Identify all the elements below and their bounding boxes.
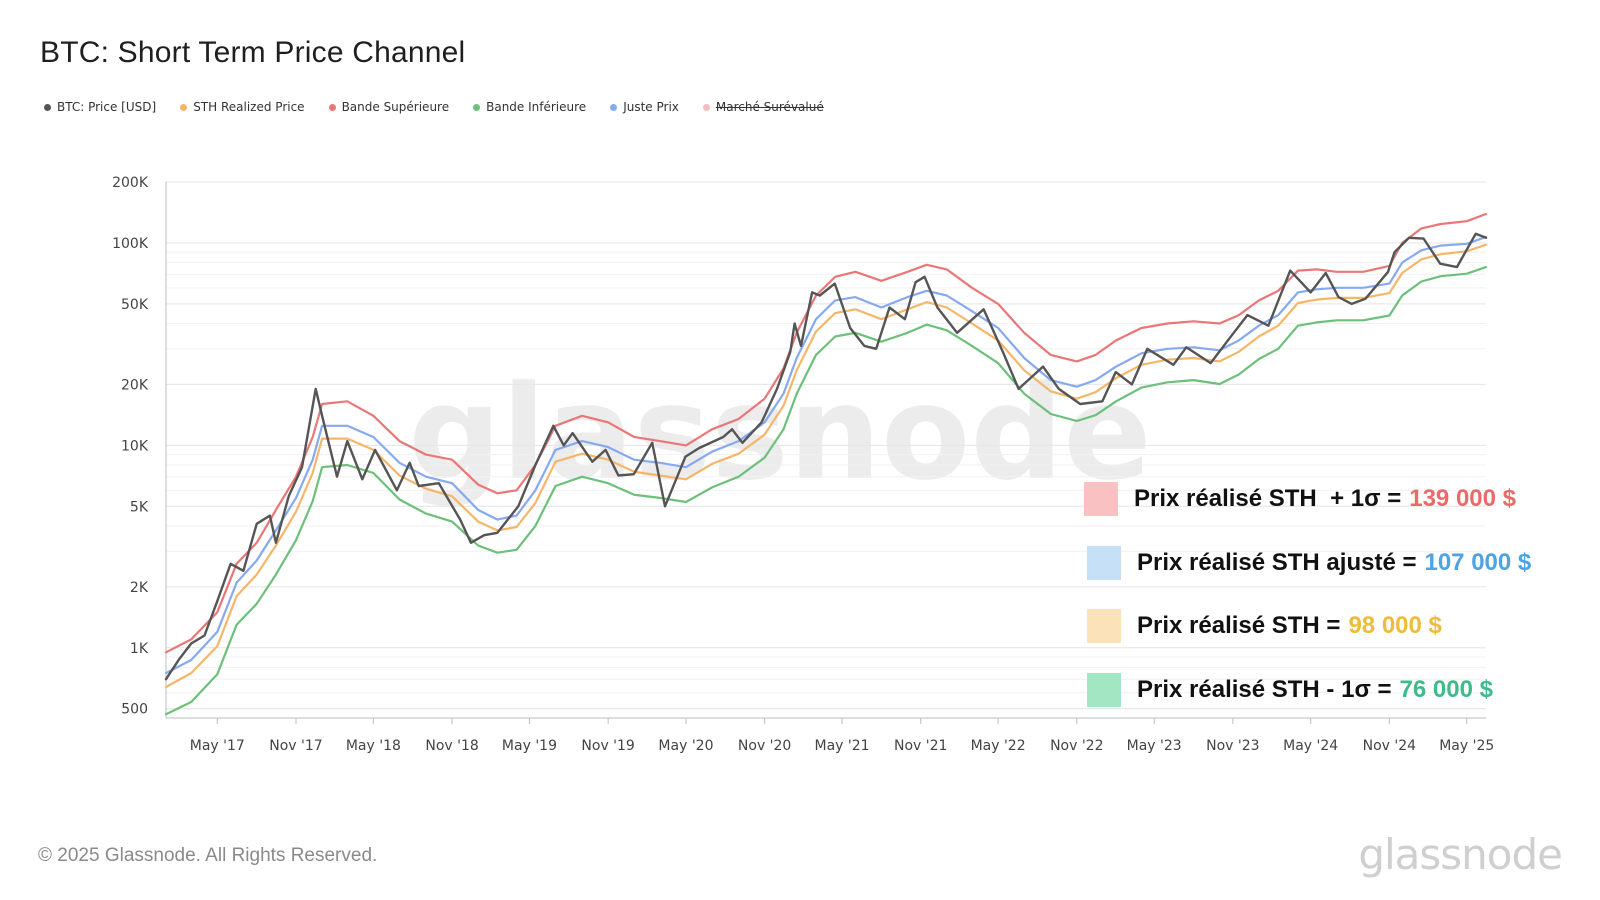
callout-swatch <box>1087 546 1121 580</box>
x-tick-label: Nov '24 <box>1363 738 1417 754</box>
x-tick-label: Nov '18 <box>425 738 478 754</box>
x-tick-label: May '23 <box>1127 738 1182 754</box>
legend-label: Bande Inférieure <box>486 100 587 114</box>
btc-price-line <box>164 232 1488 681</box>
callout-value: 139 000 $ <box>1409 485 1517 512</box>
chart-legend: BTC: Price [USD] STH Realized Price Bande … <box>44 100 824 114</box>
x-tick-label: May '24 <box>1283 738 1338 754</box>
legend-dot-icon <box>328 103 336 111</box>
legend-dot-icon <box>473 103 481 111</box>
x-tick-label: May '22 <box>971 738 1026 754</box>
y-tick-label: 5K <box>130 499 149 515</box>
callout-swatch <box>1087 673 1121 707</box>
legend-item[interactable]: Bande Supérieure <box>328 100 450 114</box>
legend-item[interactable]: STH Realized Price <box>180 100 305 114</box>
y-tick-label: 500 <box>121 702 148 718</box>
fair-price-line <box>164 235 1488 675</box>
chart-axes: 200K 100K 50K 20K 10K 5K 2K 1K 500 May '17 Nov '17… <box>112 175 1494 754</box>
legend-label: Marché Surévalué <box>715 100 824 114</box>
chart-series <box>164 212 1488 716</box>
y-tick-label: 1K <box>130 641 149 657</box>
x-tick-label: May '17 <box>190 738 245 754</box>
callout-value: 98 000 $ <box>1348 612 1442 639</box>
callout-value: 76 000 $ <box>1399 676 1493 703</box>
chart-grid <box>166 181 1486 710</box>
callout-row: Prix réalisé STH ajusté = 107 000 $ <box>1087 546 1531 580</box>
legend-item[interactable]: Marché Surévalué <box>702 100 824 114</box>
y-tick-label: 50K <box>121 297 149 313</box>
x-tick-label: Nov '19 <box>581 738 634 754</box>
upper-band-line <box>164 212 1488 654</box>
callout-label: Prix réalisé STH ajusté = <box>1137 549 1417 576</box>
callout-label: Prix réalisé STH = <box>1137 612 1341 639</box>
y-tick-label: 2K <box>130 580 149 596</box>
lower-band-line <box>164 266 1488 716</box>
legend-dot-icon <box>180 103 188 111</box>
callout-row: Prix réalisé STH = 98 000 $ <box>1087 609 1442 643</box>
x-tick-label: May '18 <box>346 738 401 754</box>
x-tick-label: Nov '23 <box>1206 738 1259 754</box>
x-tick-label: May '25 <box>1439 738 1494 754</box>
legend-item[interactable]: Bande Inférieure <box>473 100 586 114</box>
legend-item[interactable]: Juste Prix <box>610 100 679 114</box>
callout-swatch <box>1084 482 1118 516</box>
copyright-footer: © 2025 Glassnode. All Rights Reserved. <box>38 845 378 866</box>
callout-label: Prix réalisé STH - 1σ = <box>1137 676 1392 703</box>
y-tick-label: 100K <box>112 236 149 252</box>
chart-title: BTC: Short Term Price Channel <box>40 36 466 69</box>
legend-dot-icon <box>702 103 710 111</box>
legend-dot-icon <box>610 103 618 111</box>
y-tick-label: 20K <box>121 377 149 393</box>
callout-value: 107 000 $ <box>1424 549 1532 576</box>
legend-label: STH Realized Price <box>193 100 305 114</box>
x-tick-label: May '21 <box>815 738 870 754</box>
x-tick-label: May '19 <box>502 738 557 754</box>
sth-realized-price-line <box>164 243 1488 689</box>
callout-label: Prix réalisé STH + 1σ = <box>1134 485 1402 512</box>
legend-label: BTC: Price [USD] <box>57 100 157 114</box>
legend-dot-icon <box>44 103 51 111</box>
callout-row: Prix réalisé STH + 1σ = 139 000 $ <box>1084 482 1516 516</box>
legend-item[interactable]: BTC: Price [USD] <box>44 100 156 114</box>
x-tick-label: Nov '22 <box>1050 738 1103 754</box>
callout-row: Prix réalisé STH - 1σ = 76 000 $ <box>1087 673 1493 707</box>
x-tick-label: Nov '20 <box>738 738 791 754</box>
x-tick-label: May '20 <box>658 738 713 754</box>
x-tick-label: Nov '17 <box>269 738 322 754</box>
y-tick-label: 10K <box>121 438 149 454</box>
legend-label: Bande Supérieure <box>341 100 450 114</box>
brand-logo: glassnode <box>1358 830 1563 879</box>
x-tick-label: Nov '21 <box>894 738 947 754</box>
legend-label: Juste Prix <box>623 100 679 114</box>
y-tick-label: 200K <box>112 175 149 191</box>
callout-swatch <box>1087 609 1121 643</box>
